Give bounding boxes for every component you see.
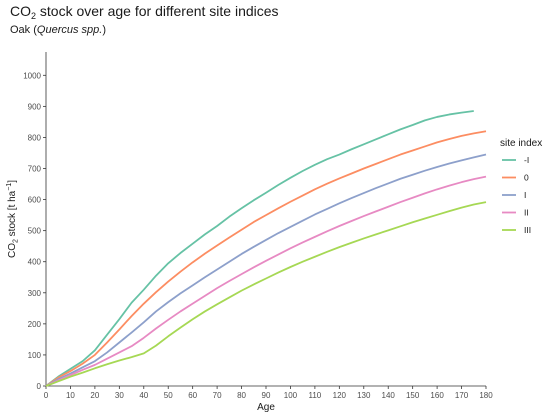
legend-label-I: I [524,190,526,200]
series-line-II [45,175,487,387]
series-line-I [45,153,487,387]
legend-label-III: III [524,225,531,235]
x-tick-label: 170 [455,391,469,400]
y-axis-title: CO2 stock [t ha−1] [6,180,20,258]
series-line--I [45,110,474,387]
legend-label-0: 0 [524,173,529,183]
x-tick-label: 140 [382,391,396,400]
y-tick-label: 0 [37,382,42,391]
x-tick-label: 10 [66,391,75,400]
x-tick-label: 0 [44,391,49,400]
y-tick-label: 600 [28,196,42,205]
x-tick-label: 180 [479,391,493,400]
x-tick-label: 40 [139,391,148,400]
plot-area: 0 10 20 30 40 50 60 70 80 90 100 110 120 130 140 150 160… [23,52,493,400]
x-tick-label: 20 [90,391,99,400]
legend-title: site index [500,138,542,149]
chart-title: CO2 stock over age for different site in… [10,3,279,21]
x-tick-label: 120 [333,391,347,400]
y-tick-label: 700 [28,165,42,174]
y-tick-label: 1000 [23,71,41,80]
y-tick-label: 500 [28,227,42,236]
series-line-0 [45,130,487,387]
x-tick-label: 130 [357,391,371,400]
y-tick-label: 800 [28,133,42,142]
y-tick-label: 400 [28,258,42,267]
y-tick-label: 300 [28,289,42,298]
y-tick-label: 200 [28,320,42,329]
series-line-III [45,201,487,387]
x-tick-label: 100 [284,391,298,400]
x-tick-label: 30 [115,391,124,400]
x-axis-title: Age [257,402,275,413]
x-tick-label: 60 [188,391,197,400]
x-tick-label: 150 [406,391,420,400]
x-tick-label: 110 [309,391,322,400]
legend-label--I: -I [524,155,529,165]
x-tick-label: 70 [213,391,222,400]
y-tick-label: 900 [28,102,42,111]
chart-subtitle: Oak (Quercus spp.) [10,24,106,36]
y-tick-label: 100 [28,351,42,360]
x-tick-label: 90 [262,391,271,400]
legend-label-II: II [524,208,529,218]
x-tick-label: 80 [237,391,246,400]
x-tick-label: 50 [164,391,173,400]
x-tick-label: 160 [430,391,444,400]
